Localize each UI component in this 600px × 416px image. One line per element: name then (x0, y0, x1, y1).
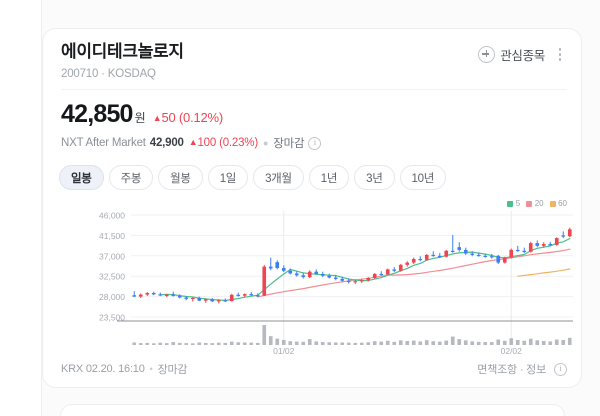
legend-ma5-label: 5 (515, 199, 521, 208)
kebab-menu-icon[interactable] (553, 47, 567, 63)
footer-bullet: • (149, 364, 153, 374)
tab-1year[interactable]: 1년 (308, 165, 350, 190)
legend-ma60-label: 60 (558, 199, 567, 208)
currency-unit: 원 (134, 111, 146, 125)
header-actions: 관심종목 (478, 45, 567, 64)
header-divider (61, 89, 567, 90)
svg-text:37,000: 37,000 (99, 251, 125, 261)
after-market-row: NXT After Market 42,900 ▲100 (0.23%) ● 장… (61, 135, 322, 151)
after-market-change-percent: (0.23%) (219, 137, 258, 149)
after-market-label: NXT After Market (61, 137, 146, 149)
current-price: 42,850 (61, 100, 133, 128)
price-block: 42,850 원 ▲50 (0.12%) NXT After Market 42… (61, 99, 322, 151)
tab-jubong[interactable]: 주봉 (108, 165, 154, 190)
change-caret-icon: ▲ (152, 113, 162, 123)
disclaimer-label: 면책조항 · 정보 (477, 364, 546, 376)
change-percent: (0.12%) (178, 110, 224, 125)
legend-ma5: 5 (507, 199, 520, 208)
tab-ilbong[interactable]: 일봉 (59, 165, 104, 190)
legend-ma60: 60 (549, 199, 567, 208)
disclaimer-link[interactable]: 면책조항 · 정보 i (477, 361, 567, 377)
legend-ma20: 20 (526, 199, 544, 208)
tab-3years[interactable]: 3년 (354, 165, 395, 190)
footer-status: 장마감 (157, 364, 188, 376)
page-left-rail (0, 0, 42, 416)
svg-text:01/02: 01/02 (273, 346, 295, 354)
tab-1day[interactable]: 1일 (207, 165, 249, 190)
info-icon[interactable]: i (308, 136, 322, 150)
bullet-separator: ● (262, 138, 269, 148)
after-market-price: 42,900 (149, 137, 184, 149)
legend-ma60-swatch (549, 200, 556, 207)
next-section-card (60, 404, 565, 416)
svg-text:46,000: 46,000 (99, 211, 125, 221)
footer-info-icon[interactable]: i (554, 362, 567, 376)
change-value: 50 (161, 110, 176, 125)
add-watchlist-label: 관심종목 (500, 49, 545, 63)
period-tab-bar: 일봉 주봉 월봉 1일 3개월 1년 3년 10년 (59, 165, 446, 190)
svg-text:02/02: 02/02 (501, 346, 523, 354)
legend-ma5-swatch (507, 200, 514, 207)
tab-10years[interactable]: 10년 (399, 165, 446, 190)
ma-legend: 5 20 60 (507, 199, 567, 208)
svg-text:41,500: 41,500 (99, 231, 125, 241)
plus-circle-icon (478, 46, 496, 63)
footer-source-text: KRX 02.20. 16:10 (61, 363, 145, 375)
svg-text:28,000: 28,000 (99, 292, 125, 302)
page-title: 에이디테크놀로지 (61, 42, 184, 61)
card-footer: KRX 02.20. 16:10 • 장마감 면책조항 · 정보 i (61, 361, 567, 377)
add-watchlist-button[interactable]: 관심종목 (478, 45, 545, 64)
footer-source: KRX 02.20. 16:10 • 장마감 (61, 361, 188, 377)
svg-text:32,500: 32,500 (99, 272, 125, 282)
price-chart[interactable]: 5 20 60 46,000 41,500 37,000 32,500 28,000 23… (43, 199, 581, 354)
ticker-market-line: 200710 · KOSDAQ (61, 68, 156, 80)
after-market-caret-icon: ▲ (188, 137, 198, 147)
page-rail-edge (41, 0, 42, 416)
price-change: ▲50 (0.12%) (152, 110, 224, 125)
after-market-change: ▲100 (0.23%) (189, 137, 258, 149)
market-status: 장마감 (273, 138, 305, 150)
legend-ma20-label: 20 (534, 199, 544, 208)
tab-3months[interactable]: 3개월 (253, 165, 304, 190)
stock-summary-card: 에이디테크놀로지 200710 · KOSDAQ 관심종목 42,850 원 ▲… (42, 28, 582, 388)
after-market-change-value: 100 (197, 137, 217, 149)
legend-ma20-swatch (526, 200, 533, 207)
candlestick-svg: 46,000 41,500 37,000 32,500 28,000 23,500 01/0… (99, 211, 573, 354)
svg-text:23,500: 23,500 (99, 313, 125, 323)
card-header: 에이디테크놀로지 200710 · KOSDAQ 관심종목 (61, 41, 567, 89)
tab-wolbong[interactable]: 월봉 (158, 165, 203, 190)
current-price-row: 42,850 원 ▲50 (0.12%) (61, 99, 321, 129)
